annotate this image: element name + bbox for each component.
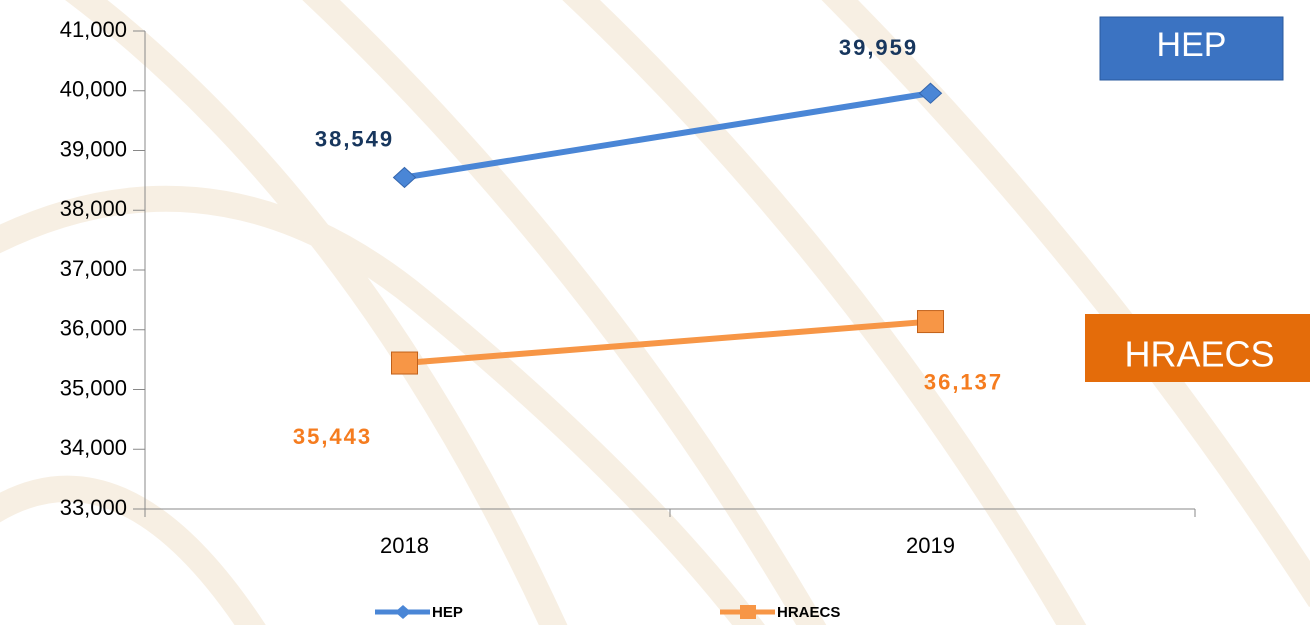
annotation-text: HEP xyxy=(1157,26,1227,64)
y-tick-label: 36,000 xyxy=(60,316,127,341)
line xyxy=(404,318,931,367)
marker-square xyxy=(917,310,944,334)
annotation-text: HRAECS xyxy=(1124,334,1274,375)
legend-marker xyxy=(395,605,411,619)
series: 35,443 36,137 HRAECS xyxy=(293,310,1003,621)
y-tick-label: 41,000 xyxy=(60,17,127,42)
annotation-box xyxy=(1099,16,1284,81)
marker-diamond xyxy=(918,82,943,104)
line xyxy=(404,90,931,181)
legend-label: HRAECS xyxy=(777,604,840,621)
data-label: 38,549 xyxy=(315,126,394,151)
y-tick-label: 38,000 xyxy=(60,196,127,221)
y-tick-label: 37,000 xyxy=(60,256,127,281)
marker-diamond xyxy=(392,166,417,189)
data-label: 36,137 xyxy=(924,369,1003,394)
x-tick-label: 2019 xyxy=(906,533,955,558)
legend-label: HEP xyxy=(432,604,463,621)
marker-square xyxy=(391,351,418,375)
y-tick-label: 33,000 xyxy=(60,495,127,520)
data-label: 39,959 xyxy=(839,35,918,60)
data-label: 35,443 xyxy=(293,424,372,449)
annotation-box xyxy=(1085,314,1310,382)
y-tick-label: 34,000 xyxy=(60,435,127,460)
x-tick-label: 2018 xyxy=(380,533,429,558)
series: 38,549 39,959 HEP xyxy=(315,35,943,621)
y-tick-label: 35,000 xyxy=(60,375,127,400)
y-tick-label: 40,000 xyxy=(60,77,127,102)
legend-marker xyxy=(740,605,756,619)
y-tick-label: 39,000 xyxy=(60,136,127,161)
